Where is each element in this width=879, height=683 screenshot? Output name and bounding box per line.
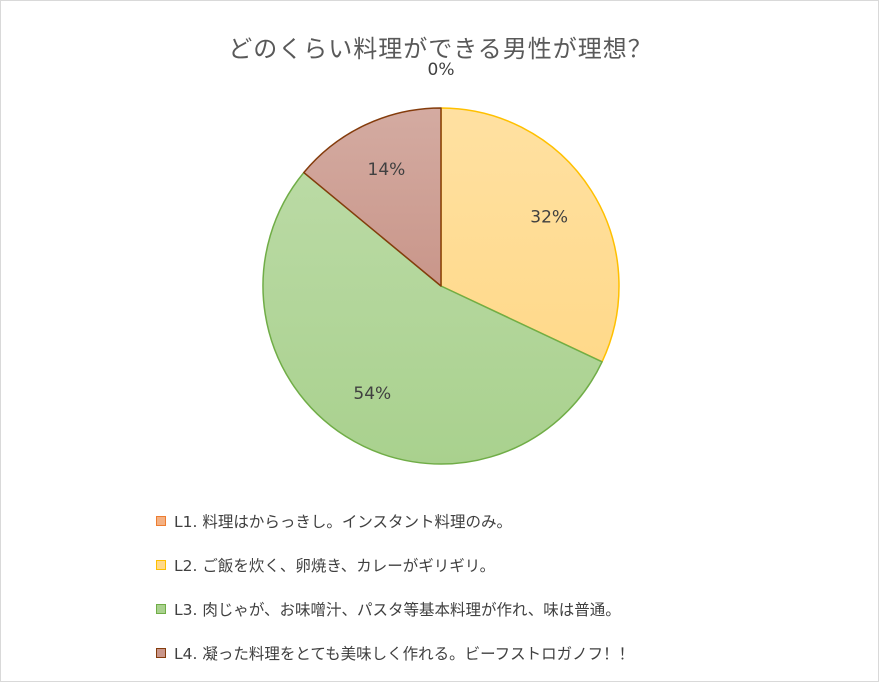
legend-swatch: [156, 604, 166, 614]
pie-slice-l2: [440, 107, 620, 363]
chart-title: どのくらい料理ができる男性が理想？: [228, 35, 653, 63]
legend-label: L2. ご飯を炊く、卵焼き、カレーがギリギリ。: [174, 557, 496, 575]
legend-item-l4: L4. 凝った料理をとても美味しく作れる。ビーフストロガノフ！！: [156, 631, 634, 675]
data-label-l1: 0%: [428, 60, 455, 80]
data-label-l3: 54%: [353, 384, 391, 404]
legend: L1. 料理はからっきし。インスタント料理のみ。 L2. ご飯を炊く、卵焼き、カレ…: [156, 499, 634, 675]
legend-swatch: [156, 560, 166, 570]
legend-item-l3: L3. 肉じゃが、お味噌汁、パスタ等基本料理が作れ、味は普通。: [156, 587, 634, 631]
pie-slice-l3: [262, 171, 603, 465]
data-label-l4: 14%: [368, 160, 406, 180]
legend-label: L3. 肉じゃが、お味噌汁、パスタ等基本料理が作れ、味は普通。: [174, 601, 621, 619]
legend-item-l1: L1. 料理はからっきし。インスタント料理のみ。: [156, 499, 634, 543]
legend-label: L1. 料理はからっきし。インスタント料理のみ。: [174, 513, 513, 531]
legend-item-l2: L2. ご飯を炊く、卵焼き、カレーがギリギリ。: [156, 543, 634, 587]
legend-label: L4. 凝った料理をとても美味しく作れる。ビーフストロガノフ！！: [174, 645, 635, 663]
pie-slice-l4: [303, 107, 442, 287]
legend-swatch: [156, 516, 166, 526]
data-label-l2: 32%: [530, 207, 568, 227]
legend-swatch: [156, 648, 166, 658]
